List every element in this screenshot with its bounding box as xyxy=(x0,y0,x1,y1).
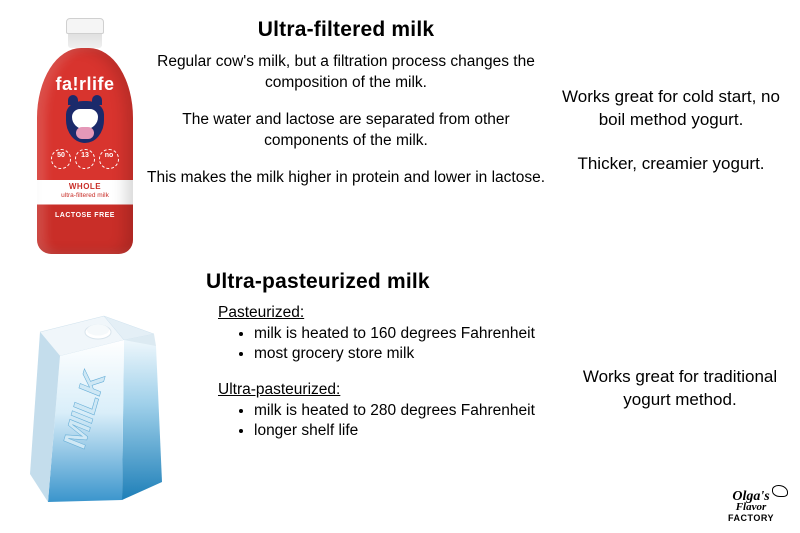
bottle-lactose-free: LACTOSE FREE xyxy=(37,212,133,219)
filtered-p1: Regular cow's milk, but a filtration pro… xyxy=(146,52,546,94)
filtered-right-2: Thicker, creamier yogurt. xyxy=(556,153,786,176)
badge-13: 13 xyxy=(75,149,95,169)
pasteurized-list-2: milk is heated to 280 degrees Fahrenheit… xyxy=(254,401,570,442)
bottle-brand: fa!rlife xyxy=(37,48,133,95)
bottle-badges: 50 13 no xyxy=(37,149,133,169)
pasteurized-text-column: Ultra-pasteurized milk Pasteurized: milk… xyxy=(196,266,570,533)
olgas-flavor-factory-logo: Olga's Flavor FACTORY xyxy=(714,491,788,523)
bottle-column: fa!rlife 50 13 no WHOLE ultra-filtered m… xyxy=(30,18,140,266)
bottle-variant: WHOLE ultra-filtered milk xyxy=(37,183,133,199)
filtered-right-column: Works great for cold start, no boil meth… xyxy=(552,18,790,266)
list-item: milk is heated to 280 degrees Fahrenheit xyxy=(254,401,570,421)
list-item: milk is heated to 160 degrees Fahrenheit xyxy=(254,324,570,344)
filtered-heading: Ultra-filtered milk xyxy=(146,18,546,42)
section-ultra-pasteurized: MILK Ultra-pasteurized milk Pasteurized:… xyxy=(0,266,800,533)
filtered-p2: The water and lactose are separated from… xyxy=(146,110,546,152)
badge-no: no xyxy=(99,149,119,169)
logo-line-2: Flavor xyxy=(714,503,788,513)
pasteurized-right-1: Works great for traditional yogurt metho… xyxy=(578,366,782,412)
filtered-right-1: Works great for cold start, no boil meth… xyxy=(556,86,786,132)
cow-icon xyxy=(66,101,104,143)
badge-50: 50 xyxy=(51,149,71,169)
filtered-text-column: Ultra-filtered milk Regular cow's milk, … xyxy=(140,18,552,266)
pasteurized-list-1: milk is heated to 160 degrees Fahrenheit… xyxy=(254,324,570,365)
logo-line-3: FACTORY xyxy=(714,513,788,523)
carton-column: MILK xyxy=(6,266,196,533)
fairlife-bottle-icon: fa!rlife 50 13 no WHOLE ultra-filtered m… xyxy=(37,18,133,258)
pasteurized-sub2: Ultra-pasteurized: xyxy=(218,381,570,399)
pasteurized-heading: Ultra-pasteurized milk xyxy=(206,270,570,294)
pasteurized-sub1: Pasteurized: xyxy=(218,304,570,322)
section-ultra-filtered: fa!rlife 50 13 no WHOLE ultra-filtered m… xyxy=(0,0,800,266)
milk-carton-icon: MILK xyxy=(6,286,178,510)
filtered-p3: This makes the milk higher in protein an… xyxy=(146,168,546,189)
list-item: longer shelf life xyxy=(254,421,570,441)
list-item: most grocery store milk xyxy=(254,344,570,364)
